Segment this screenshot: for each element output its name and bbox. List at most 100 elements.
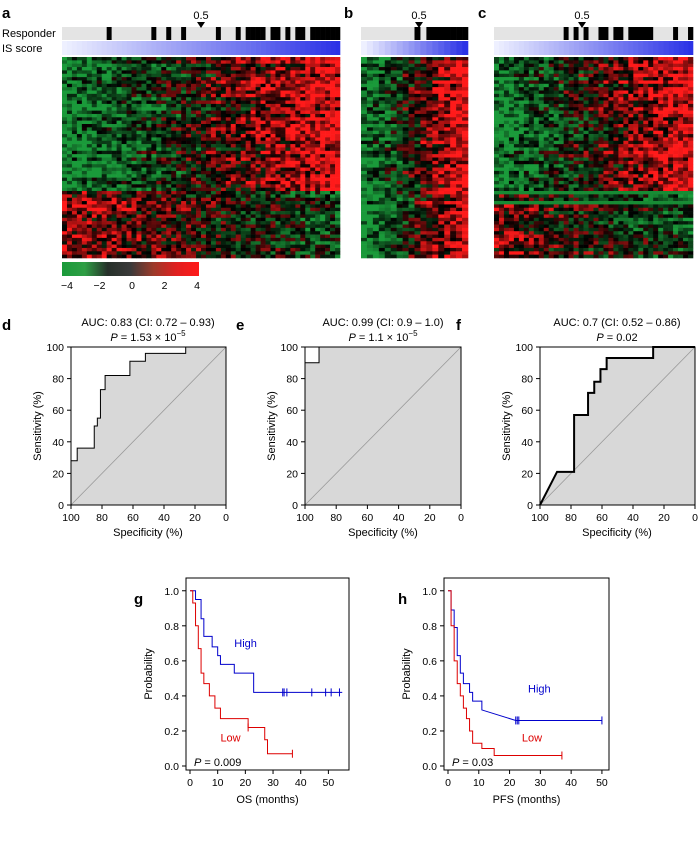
heatmap-cell xyxy=(335,177,341,182)
heatmap-cell xyxy=(62,251,68,255)
heatmap-cell xyxy=(215,160,222,165)
heatmap-cell xyxy=(265,70,271,75)
heatmap-cell xyxy=(166,217,172,222)
heatmap-cell xyxy=(335,100,341,105)
heatmap-cell xyxy=(205,73,212,78)
heatmap-cell xyxy=(290,207,296,212)
heatmap-cell xyxy=(432,241,439,245)
heatmap-cell xyxy=(62,227,68,232)
heatmap-cell xyxy=(201,164,207,168)
heatmap-cell xyxy=(366,77,374,81)
heatmap-cell xyxy=(126,63,132,68)
heatmap-cell xyxy=(121,221,127,225)
heatmap-cell xyxy=(76,191,83,195)
heatmap-cell xyxy=(181,63,187,68)
heatmap-cell xyxy=(136,244,142,249)
heatmap-cell xyxy=(146,127,152,131)
responder-cell xyxy=(633,27,639,40)
heatmap-cell xyxy=(438,144,445,148)
heatmap-cell xyxy=(444,180,451,185)
heatmap-cell xyxy=(420,254,427,259)
heatmap-cell xyxy=(432,93,439,98)
heatmap-cell xyxy=(91,130,98,135)
heatmap-cell xyxy=(444,70,451,75)
heatmap-cell xyxy=(141,147,147,152)
heatmap-cell xyxy=(215,191,222,195)
heatmap-cell xyxy=(106,73,112,78)
heatmap-cell xyxy=(325,77,331,81)
heatmap-cell xyxy=(305,60,311,64)
heatmap-cell xyxy=(66,180,73,185)
heatmap-cell xyxy=(141,227,147,232)
heatmap-cell xyxy=(396,57,403,61)
heatmap-cell xyxy=(438,180,445,185)
heatmap-cell xyxy=(335,211,341,215)
heatmap-cell xyxy=(186,221,192,225)
heatmap-cell xyxy=(136,211,142,215)
heatmap-cell xyxy=(205,254,212,259)
heatmap-cell xyxy=(305,227,311,232)
heatmap-cell xyxy=(210,57,217,61)
heatmap-cell xyxy=(91,90,98,95)
heatmap-cell xyxy=(414,80,421,85)
heatmap-cell xyxy=(335,113,341,118)
heatmap-cell xyxy=(315,70,321,75)
heatmap-cell xyxy=(300,90,306,95)
heatmap-cell xyxy=(151,130,157,135)
heatmap-cell xyxy=(91,73,98,78)
heatmap-cell xyxy=(285,191,291,195)
heatmap-cell xyxy=(220,137,227,142)
is-score-cell xyxy=(583,41,589,55)
heatmap-cell xyxy=(618,63,624,68)
heatmap-cell xyxy=(230,254,237,259)
heatmap-cell xyxy=(390,117,397,121)
heatmap-cell xyxy=(305,147,311,152)
heatmap-cell xyxy=(215,144,222,148)
heatmap-cell xyxy=(121,194,127,198)
heatmap-cell xyxy=(136,134,142,138)
heatmap-cell xyxy=(414,113,421,118)
heatmap-cell xyxy=(260,120,266,125)
heatmap-cell xyxy=(295,107,301,111)
heatmap-cell xyxy=(116,77,122,81)
heatmap-cell xyxy=(230,180,237,185)
heatmap-cell xyxy=(111,137,117,142)
responder-cell xyxy=(240,27,246,40)
heatmap-cell xyxy=(315,231,321,235)
heatmap-cell xyxy=(101,254,107,259)
heatmap-cell xyxy=(166,254,172,259)
heatmap-cell xyxy=(161,227,167,232)
heatmap-cell xyxy=(498,80,505,85)
heatmap-cell xyxy=(176,237,182,242)
heatmap-cell xyxy=(444,247,451,252)
heatmap-cell xyxy=(76,244,83,249)
heatmap-cell xyxy=(673,60,679,64)
heatmap-cell xyxy=(230,197,237,202)
heatmap-cell xyxy=(171,237,177,242)
heatmap-cell xyxy=(260,244,266,249)
heatmap-cell xyxy=(201,147,207,152)
heatmap-cell xyxy=(643,80,649,85)
responder-cell xyxy=(255,27,261,40)
heatmap-cell xyxy=(390,154,397,158)
heatmap-cell xyxy=(390,113,397,118)
heatmap-cell xyxy=(171,227,177,232)
heatmap-cell xyxy=(116,60,122,64)
heatmap-cell xyxy=(225,177,232,182)
heatmap-cell xyxy=(438,211,445,215)
heatmap-cell xyxy=(432,80,439,85)
responder-cell xyxy=(638,27,644,40)
heatmap-cell xyxy=(191,57,197,61)
heatmap-cell xyxy=(151,63,157,68)
heatmap-cell xyxy=(131,124,137,128)
heatmap-cell xyxy=(111,204,117,209)
heatmap-cell xyxy=(215,177,222,182)
heatmap-cell xyxy=(235,180,242,185)
heatmap-cell xyxy=(126,127,132,131)
heatmap-cell xyxy=(618,67,624,71)
heatmap-cell xyxy=(402,231,409,235)
heatmap-cell xyxy=(325,80,331,85)
heatmap-cell xyxy=(181,241,187,245)
responder-cell xyxy=(608,27,614,40)
heatmap-cell xyxy=(408,254,415,259)
